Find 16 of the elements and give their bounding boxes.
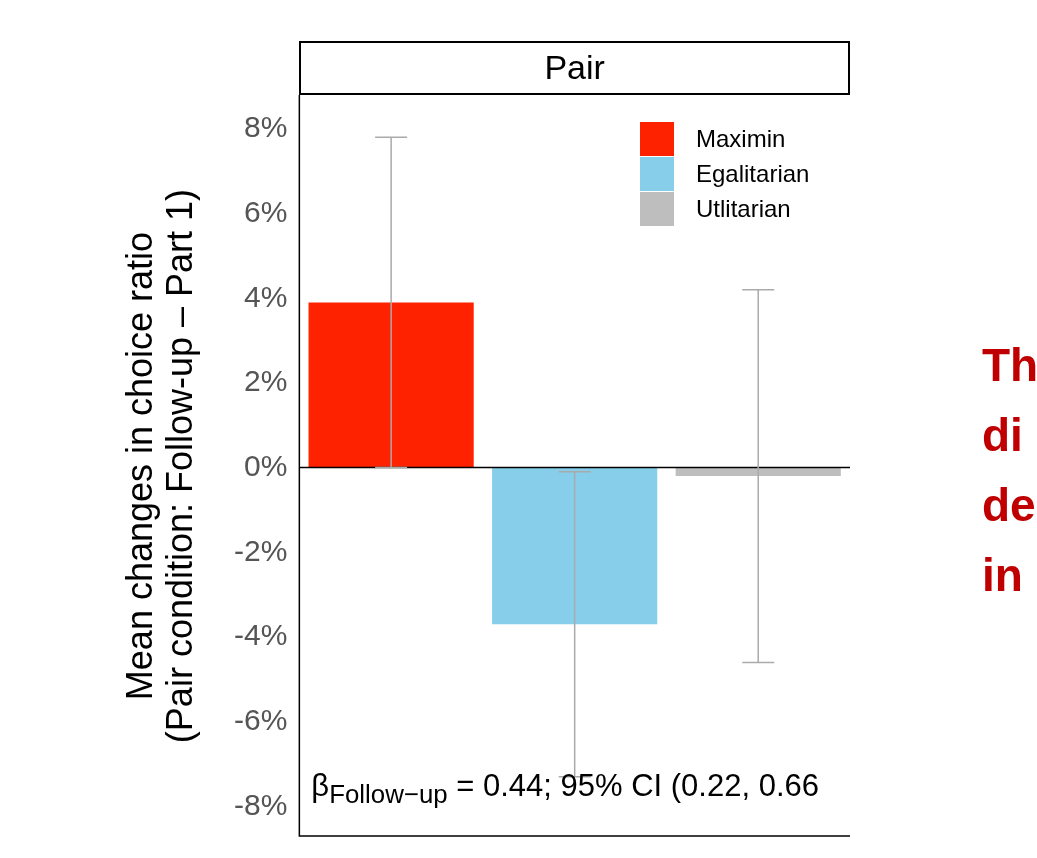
y-tick-label: -2% — [233, 533, 288, 567]
y-tick-label: -8% — [233, 787, 288, 821]
annotation: β$_{Follow−up}$ = 0.44; 95% CI (0.22, 0.66 — [311, 768, 820, 810]
chart-title: Pair — [299, 41, 850, 95]
legend-label: Utlitarian — [696, 194, 791, 224]
text: Th di de in — [982, 338, 1037, 603]
y-tick-label: 0% — [243, 448, 288, 482]
y-tick-label: 8% — [243, 110, 288, 144]
y-tick-label: 6% — [243, 194, 288, 228]
y-axis-title: Mean changes in choice ratio (Pair condition: Follow-up – Part 1) — [119, 187, 201, 745]
y-tick-label: -6% — [233, 702, 288, 736]
legend-label: Maximin — [696, 124, 786, 154]
y-tick-label: 4% — [243, 279, 288, 313]
legend-label: Egalitarian — [696, 159, 810, 189]
y-tick-label: 2% — [243, 364, 288, 398]
y-tick-label: -4% — [233, 618, 288, 652]
